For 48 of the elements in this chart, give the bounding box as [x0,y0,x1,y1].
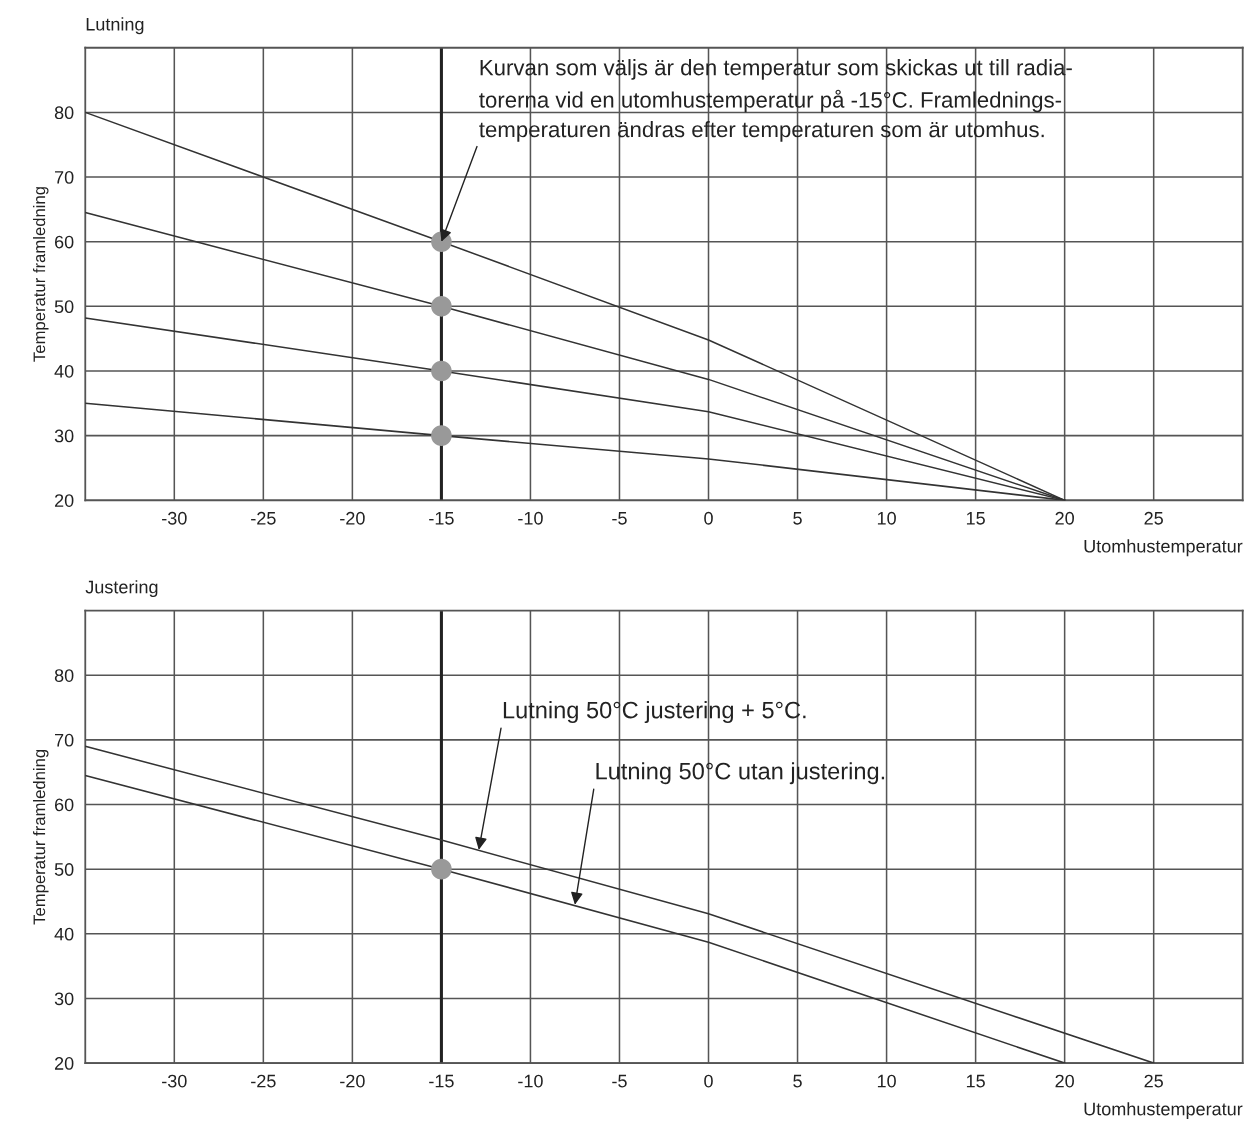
point [431,360,452,382]
x-tick-label: -25 [251,511,276,525]
x-tick-label: -15 [429,512,454,525]
x-tick-label: 0 [704,1074,713,1088]
y-tick-label: 20 [54,1057,74,1070]
x-axis-title: Utomhustemperatur [1084,539,1243,557]
x-tick-label: 10 [877,511,896,525]
x-tick-label: -20 [340,511,365,525]
y-tick-label: 60 [55,235,74,249]
x-tick-label: -10 [518,1074,543,1088]
x-tick-label: -30 [162,1074,187,1088]
y-tick-label: 30 [54,992,74,1006]
x-tick-label: 25 [1144,1074,1163,1088]
y-tick-label: 70 [55,170,74,184]
x-tick-label: 15 [966,512,985,525]
x-tick-label: 20 [1055,511,1074,525]
chart-title: Lutning [86,17,144,35]
x-tick-label: 10 [877,1074,896,1088]
y-tick-label: 50 [54,863,74,876]
y-axis-title: Temperatur framledning [32,187,49,362]
y-tick-label: 30 [54,429,74,443]
x-tick-label: 20 [1055,1074,1074,1088]
line-series [85,745,1155,1064]
y-tick-label: 60 [55,798,74,812]
y-tick-label: 70 [55,733,74,747]
y-tick-label: 40 [54,364,74,378]
x-tick-label: -5 [612,512,627,525]
x-tick-label: 0 [704,511,713,525]
y-axis-title: Temperatur framledning [32,749,49,925]
x-tick-label: -25 [251,1074,276,1088]
x-tick-label: 5 [793,1074,802,1088]
chart-title: Justering [85,580,158,597]
x-axis-title: Utomhustemperatur [1084,1102,1243,1119]
point [431,296,452,317]
x-tick-label: 5 [793,512,802,525]
x-tick-label: -5 [612,1074,627,1088]
x-tick-label: -15 [429,1074,454,1088]
y-tick-label: 40 [54,927,74,941]
point [431,425,452,446]
y-tick-label: 20 [54,494,74,507]
x-tick-label: 25 [1144,511,1163,525]
x-tick-label: -10 [518,511,543,525]
x-tick-label: 15 [966,1074,985,1088]
y-tick-label: 80 [54,669,74,682]
x-tick-label: -30 [162,511,187,525]
x-tick-label: -20 [340,1074,365,1088]
y-tick-label: 50 [54,300,74,314]
y-tick-label: 80 [54,106,74,120]
